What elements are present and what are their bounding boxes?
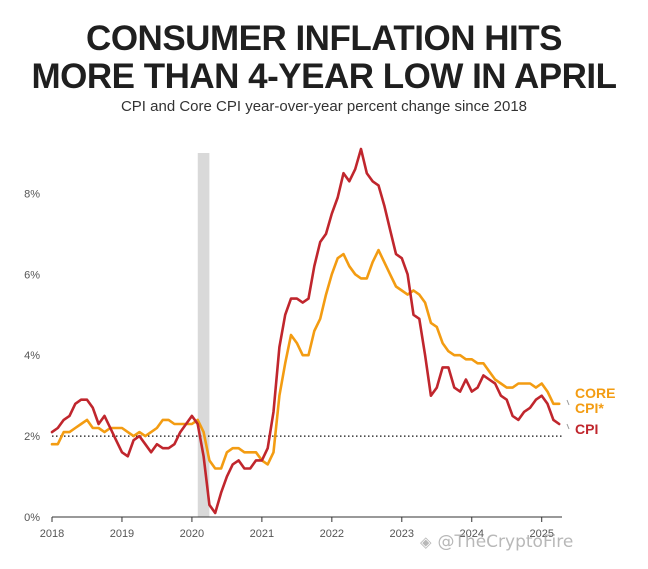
core-cpi-label-line-1: CORE xyxy=(575,385,615,401)
recession-shading xyxy=(197,153,210,517)
x-tick-label: 2021 xyxy=(250,528,274,540)
x-tick-label: 2023 xyxy=(390,528,414,540)
y-tick-label: 8% xyxy=(24,188,40,200)
x-tick-label: 2019 xyxy=(110,528,134,540)
y-tick-label: 6% xyxy=(24,269,40,281)
x-tick-label: 2018 xyxy=(40,528,64,540)
watermark: ◈ @TheCryptoFire xyxy=(420,532,573,552)
core-cpi-line xyxy=(50,248,561,470)
chart-subtitle: CPI and Core CPI year-over-year percent … xyxy=(120,98,528,115)
y-tick-label: 0% xyxy=(24,512,40,524)
y-tick-label: 4% xyxy=(24,350,40,362)
watermark-text: @TheCryptoFire xyxy=(437,532,574,552)
core-cpi-leader-tick xyxy=(566,399,570,406)
chart-title-line-2: MORE THAN 4-YEAR LOW IN APRIL xyxy=(31,57,617,96)
x-tick-label: 2024 xyxy=(460,528,484,540)
diamond-logo-icon: ◈ xyxy=(420,533,432,551)
core-cpi-label-line-2: CPI* xyxy=(575,400,604,416)
x-tick-label: 2025 xyxy=(529,528,553,540)
chart-title: CONSUMER INFLATION HITS MORE THAN 4-YEAR… xyxy=(0,20,648,96)
x-tick-label: 2022 xyxy=(320,528,344,540)
y-tick-label: 2% xyxy=(24,431,40,443)
chart-title-line-1: CONSUMER INFLATION HITS xyxy=(86,19,562,58)
x-tick-label: 2020 xyxy=(180,528,204,540)
cpi-label: CPI xyxy=(575,421,598,437)
cpi-leader-tick xyxy=(566,423,570,430)
cpi-line xyxy=(50,147,561,515)
